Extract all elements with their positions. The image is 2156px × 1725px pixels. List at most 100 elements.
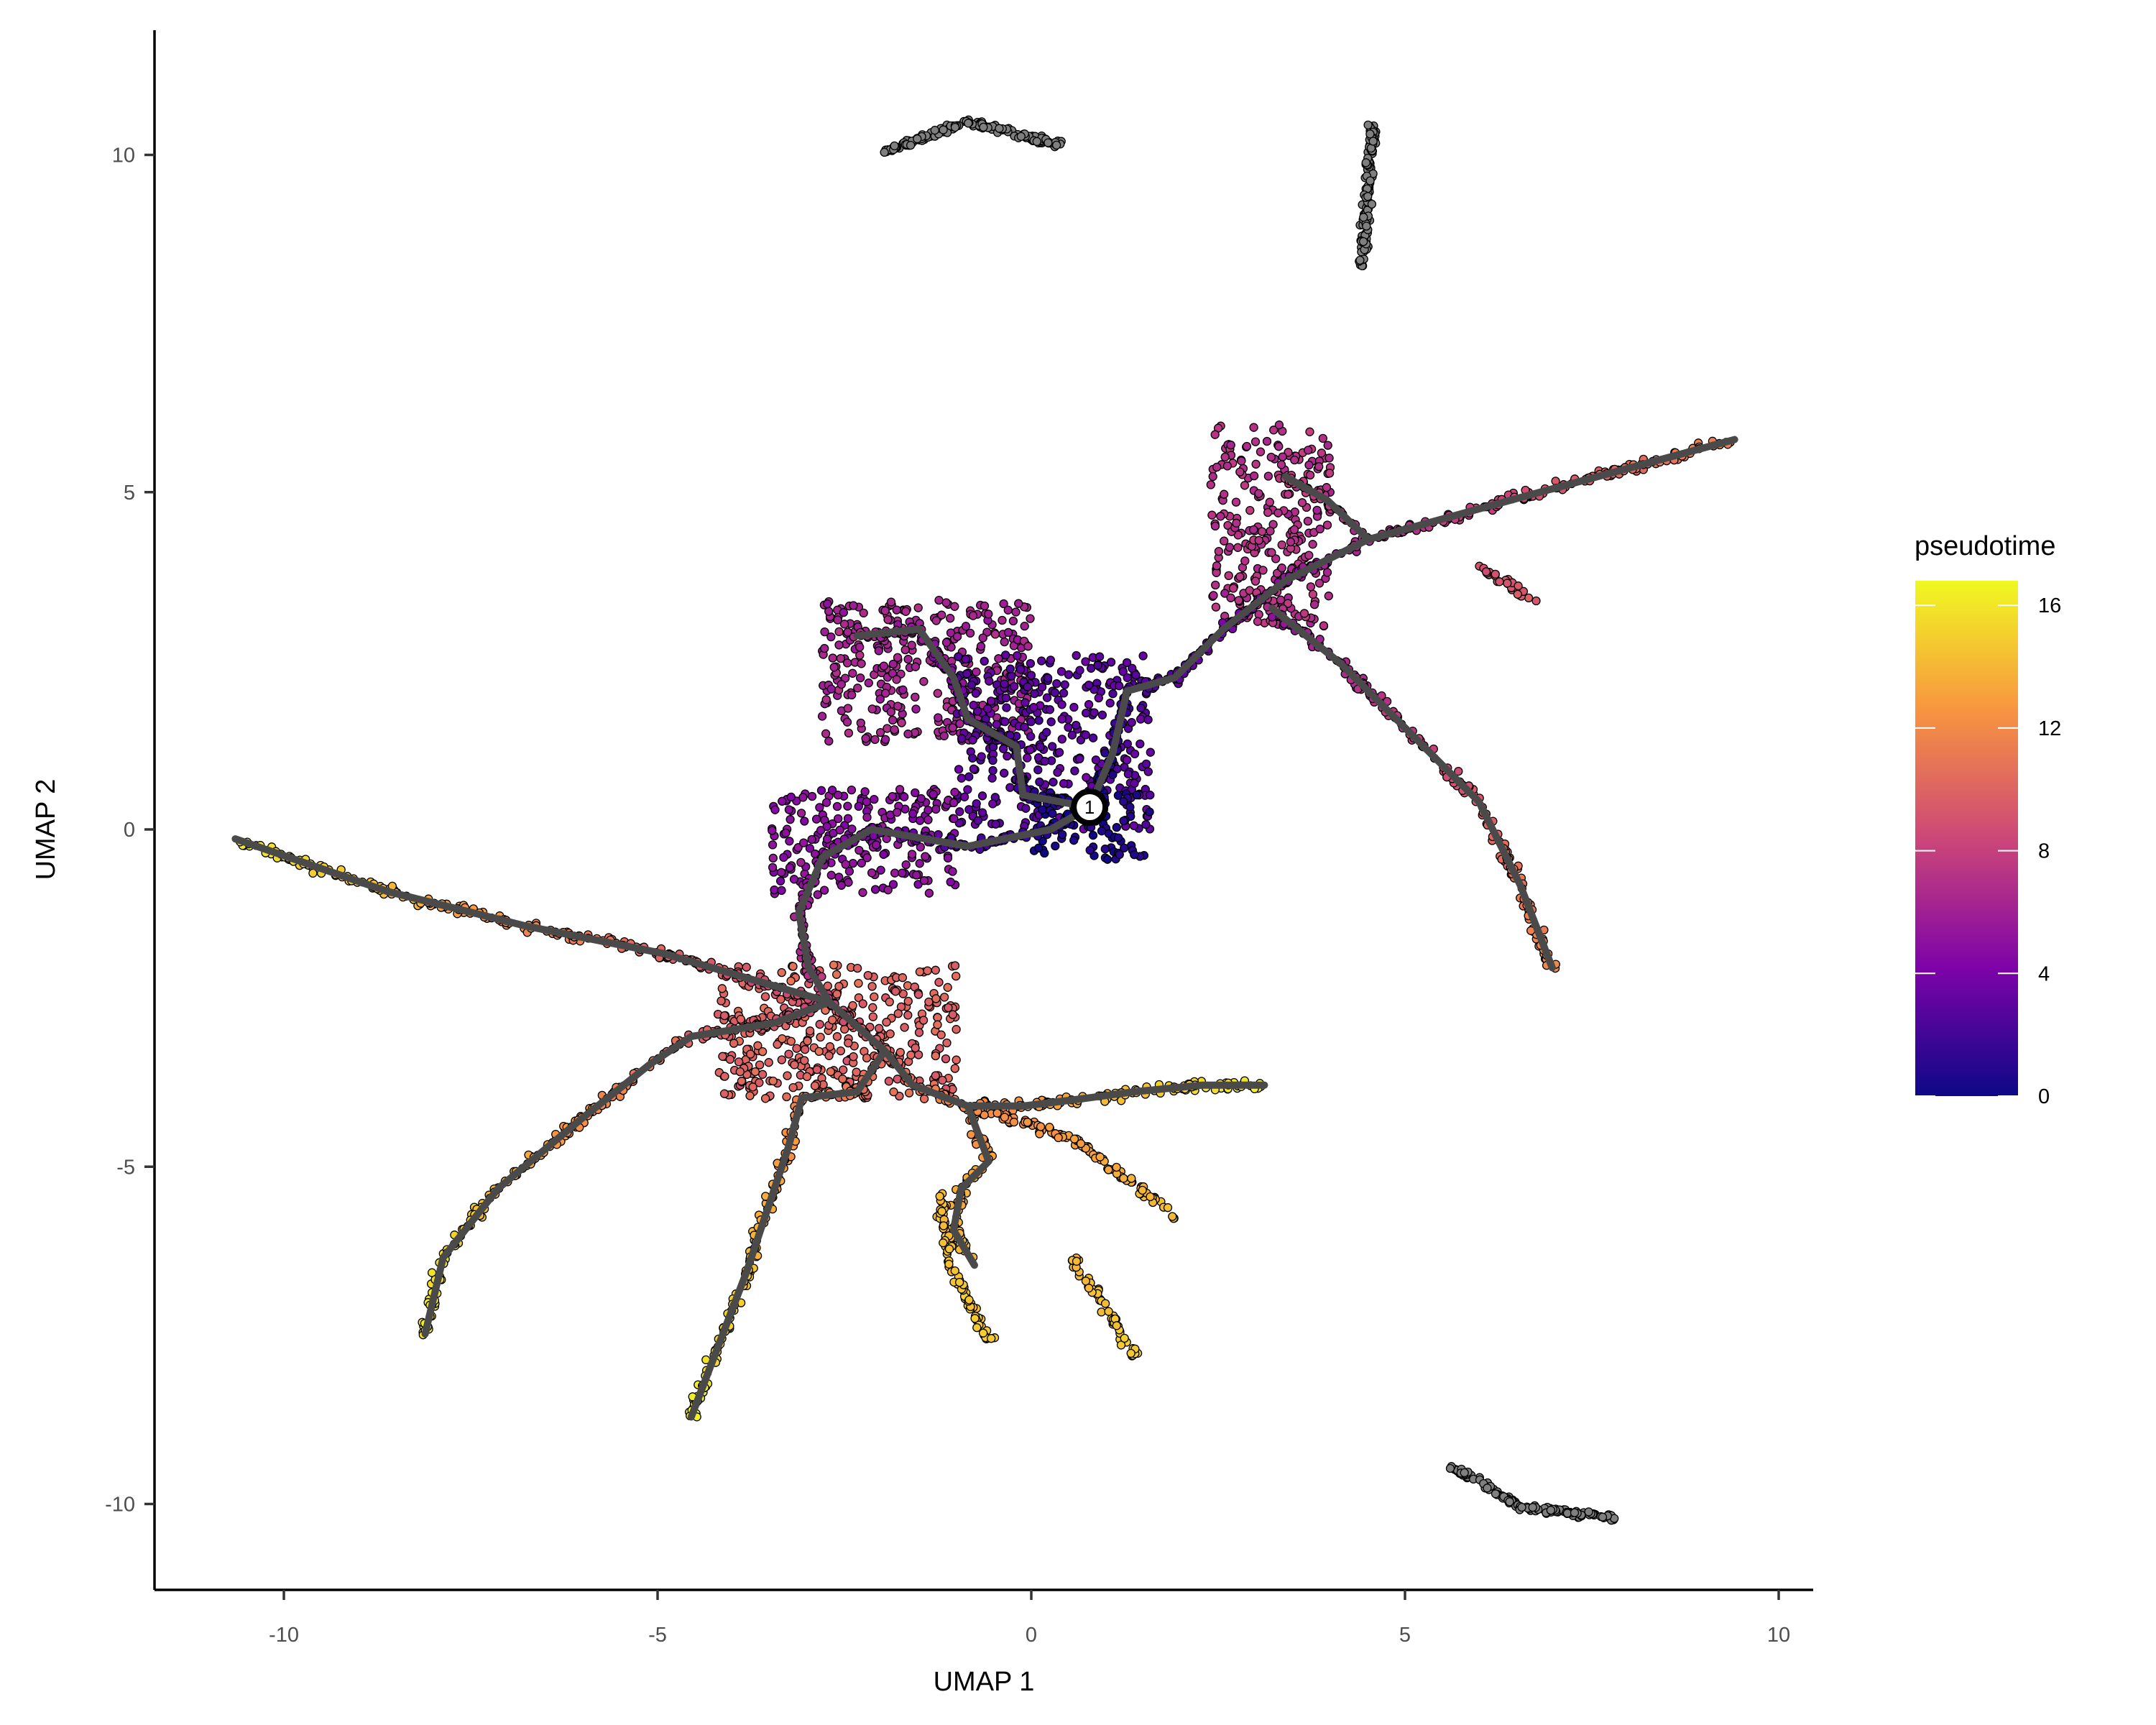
data-point	[755, 1060, 765, 1070]
data-point	[827, 786, 837, 795]
data-point	[784, 1049, 793, 1059]
data-point	[1094, 693, 1103, 703]
data-point	[883, 886, 893, 895]
data-point	[1262, 436, 1272, 446]
data-point	[1445, 1463, 1455, 1473]
data-point	[1088, 831, 1098, 840]
data-point	[933, 1020, 942, 1029]
data-point	[820, 627, 829, 637]
data-point	[1145, 807, 1154, 816]
data-point	[937, 610, 946, 620]
data-point	[1057, 700, 1067, 709]
data-point	[889, 1087, 898, 1097]
data-point	[777, 886, 786, 896]
data-point	[943, 983, 952, 992]
data-point	[824, 737, 834, 746]
data-point	[931, 1071, 940, 1080]
data-point	[1136, 703, 1146, 713]
data-point	[800, 816, 809, 826]
data-point	[1242, 441, 1252, 451]
data-point	[308, 868, 318, 878]
data-point	[985, 676, 994, 686]
data-point	[1454, 766, 1463, 776]
data-point	[719, 1011, 729, 1021]
data-point	[1250, 576, 1261, 586]
data-point	[823, 599, 832, 609]
data-point	[1095, 652, 1105, 661]
data-point	[1000, 768, 1009, 778]
data-point	[1054, 1133, 1063, 1143]
data-point	[880, 147, 889, 157]
data-point	[1136, 714, 1146, 724]
data-point	[1026, 658, 1036, 668]
data-point	[892, 675, 901, 684]
data-point	[1322, 520, 1332, 530]
data-point	[1234, 596, 1243, 605]
data-point	[959, 792, 969, 801]
data-point	[1003, 605, 1013, 615]
data-point	[913, 603, 923, 612]
data-point	[1108, 689, 1118, 699]
data-point	[799, 838, 808, 847]
x-axis-ticks: -10 -5 0 5 10	[269, 1590, 1790, 1647]
data-point	[1505, 1497, 1514, 1506]
data-point	[854, 845, 864, 855]
data-point	[934, 978, 944, 987]
data-point	[1112, 1321, 1121, 1330]
data-point	[783, 1071, 792, 1080]
data-point	[786, 814, 795, 824]
data-point	[816, 826, 826, 835]
data-point	[950, 788, 959, 797]
data-point	[1283, 599, 1293, 608]
data-point	[1325, 454, 1334, 463]
data-point	[1084, 1284, 1094, 1293]
data-point	[916, 794, 926, 804]
data-point	[919, 677, 929, 686]
data-point	[1319, 621, 1329, 630]
y-tick-label: -10	[105, 1494, 135, 1517]
trajectory-edge	[231, 835, 834, 1006]
data-point	[1072, 1256, 1082, 1266]
trajectory-graph	[231, 436, 1738, 1421]
data-point	[1524, 593, 1534, 603]
data-point	[1026, 732, 1036, 741]
data-point	[764, 1058, 773, 1067]
data-point	[862, 853, 872, 862]
data-point	[990, 630, 1000, 639]
data-point	[1035, 1129, 1044, 1138]
data-point	[834, 982, 844, 991]
data-point	[824, 1051, 834, 1060]
data-point	[785, 862, 795, 873]
data-point	[1245, 505, 1255, 515]
trajectory-edge	[949, 1102, 992, 1269]
data-point	[955, 807, 964, 816]
data-point	[957, 773, 967, 783]
data-point	[1049, 778, 1058, 787]
data-point	[952, 971, 961, 981]
data-point	[1363, 120, 1373, 130]
data-point	[952, 632, 962, 641]
data-point	[939, 993, 949, 1002]
data-point	[924, 997, 934, 1007]
data-point	[1224, 571, 1233, 581]
data-point	[1209, 591, 1218, 600]
data-point	[1365, 129, 1375, 139]
data-point	[906, 140, 916, 150]
data-point	[835, 825, 844, 834]
data-point	[980, 656, 989, 666]
data-point	[1000, 637, 1009, 647]
data-point	[720, 1072, 729, 1081]
data-point	[973, 707, 982, 716]
data-point	[1005, 664, 1015, 673]
data-point	[893, 702, 903, 711]
data-point	[907, 850, 917, 859]
data-point	[778, 796, 787, 806]
data-point	[1130, 778, 1139, 788]
data-point	[1000, 717, 1010, 727]
data-point	[1120, 843, 1129, 852]
data-point	[1513, 589, 1522, 599]
data-point	[883, 615, 893, 625]
data-point	[892, 605, 901, 615]
y-tick-label: 0	[124, 819, 135, 842]
data-point	[737, 1077, 747, 1086]
